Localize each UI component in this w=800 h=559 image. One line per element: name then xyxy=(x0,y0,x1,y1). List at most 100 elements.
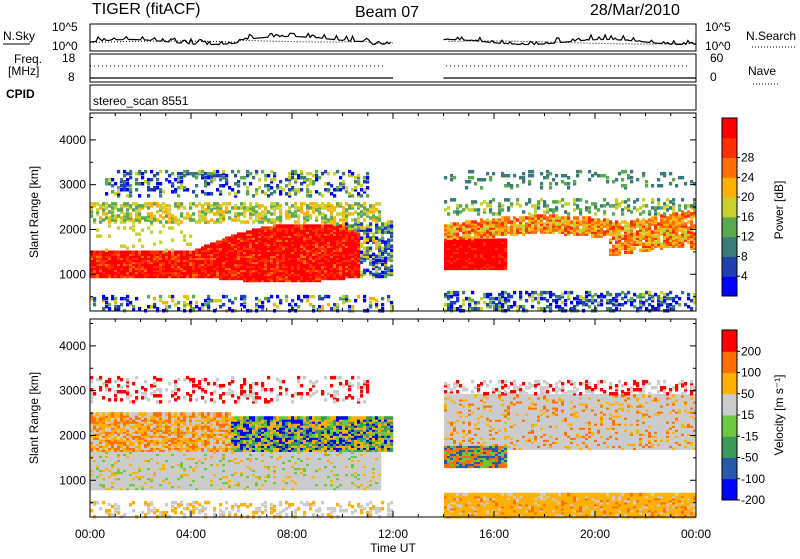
heatmap-cell xyxy=(489,297,492,301)
heatmap-cell xyxy=(516,218,519,222)
heatmap-cell xyxy=(102,202,105,206)
heatmap-cell xyxy=(540,172,543,176)
heatmap-cell xyxy=(216,174,219,178)
heatmap-cell xyxy=(471,236,474,240)
heatmap-cell xyxy=(255,210,258,214)
heatmap-cell xyxy=(627,251,630,255)
heatmap-cell xyxy=(339,297,342,301)
heatmap-cell xyxy=(627,222,630,226)
heatmap-cell xyxy=(129,212,132,216)
heatmap-cell xyxy=(318,224,321,228)
heatmap-cell xyxy=(294,188,297,192)
heatmap-cell xyxy=(117,226,120,230)
heatmap-cell xyxy=(219,178,222,182)
heatmap-cell xyxy=(165,170,168,174)
heatmap-cell xyxy=(549,214,552,218)
heatmap-cell xyxy=(495,230,498,234)
heatmap-cell xyxy=(381,246,384,250)
heatmap-cell xyxy=(600,299,603,303)
heatmap-cell xyxy=(513,301,516,305)
heatmap-cell xyxy=(531,299,534,303)
heatmap-cell xyxy=(222,202,225,206)
heatmap-cell xyxy=(219,190,222,194)
heatmap-cell xyxy=(309,190,312,194)
heatmap-cell xyxy=(624,244,627,248)
heatmap-cell xyxy=(660,206,663,210)
heatmap-cell xyxy=(234,218,237,222)
heatmap-cell xyxy=(579,198,582,202)
heatmap-cell xyxy=(621,184,624,188)
heatmap-cell xyxy=(150,188,153,192)
heatmap-cell xyxy=(672,226,675,230)
heatmap-cell xyxy=(495,238,498,242)
heatmap-cell xyxy=(351,305,354,309)
heatmap-cell xyxy=(327,172,330,176)
heatmap-cell xyxy=(657,226,660,230)
heatmap-cell xyxy=(591,174,594,178)
heatmap-cell xyxy=(555,214,558,218)
heatmap-cell xyxy=(546,174,549,178)
heatmap-cell xyxy=(387,273,390,277)
heatmap-cell xyxy=(390,259,393,263)
nave-tick-low: 0 xyxy=(710,70,717,84)
heatmap-cell xyxy=(171,249,174,253)
heatmap-cell xyxy=(309,303,312,307)
heatmap-cell xyxy=(240,206,243,210)
heatmap-cell xyxy=(330,184,333,188)
heatmap-cell xyxy=(246,220,249,224)
heatmap-cell xyxy=(546,226,549,230)
heatmap-cell xyxy=(684,182,687,186)
heatmap-cell xyxy=(141,172,144,176)
heatmap-cell xyxy=(246,174,249,178)
heatmap-cell xyxy=(195,301,198,305)
heatmap-cell xyxy=(657,303,660,307)
heatmap-cell xyxy=(303,202,306,206)
heatmap-cell xyxy=(624,228,627,232)
heatmap-cell xyxy=(522,228,525,232)
heatmap-cell xyxy=(546,291,549,295)
heatmap-cell xyxy=(267,210,270,214)
heatmap-cell xyxy=(264,212,267,216)
heatmap-cell xyxy=(348,305,351,309)
heatmap-cell xyxy=(504,198,507,202)
heatmap-cell xyxy=(180,251,183,255)
heatmap-cell xyxy=(570,301,573,305)
heatmap-cell xyxy=(690,307,693,311)
heatmap-cell xyxy=(579,170,582,174)
heatmap-cell xyxy=(99,216,102,220)
heatmap-cell xyxy=(375,299,378,303)
heatmap-cell xyxy=(267,297,270,301)
heatmap-cell xyxy=(366,224,369,228)
heatmap-cell xyxy=(264,174,267,178)
heatmap-cell xyxy=(258,305,261,309)
heatmap-cell xyxy=(309,178,312,182)
heatmap-cell xyxy=(186,251,189,255)
heatmap-cell xyxy=(111,178,114,182)
heatmap-cell xyxy=(378,273,381,277)
heatmap-cell xyxy=(582,297,585,301)
heatmap-cell xyxy=(372,232,375,236)
heatmap-cell xyxy=(183,234,186,238)
heatmap-cell xyxy=(549,307,552,311)
heatmap-cell xyxy=(126,182,129,186)
heatmap-cell xyxy=(363,226,366,230)
heatmap-cell xyxy=(360,271,363,275)
heatmap-cell xyxy=(297,174,300,178)
heatmap-cell xyxy=(360,210,363,214)
heatmap-cell xyxy=(177,251,180,255)
heatmap-cell xyxy=(681,220,684,224)
heatmap-cell xyxy=(501,291,504,295)
heatmap-cell xyxy=(102,396,105,400)
heatmap-cell xyxy=(660,214,663,218)
heatmap-cell xyxy=(618,222,621,226)
heatmap-cell xyxy=(210,204,213,208)
heatmap-cell xyxy=(321,216,324,220)
heatmap-cell xyxy=(222,210,225,214)
heatmap-cell xyxy=(672,202,675,206)
heatmap-cell xyxy=(390,244,393,248)
heatmap-cell xyxy=(111,214,114,218)
heatmap-cell xyxy=(171,220,174,224)
heatmap-cell xyxy=(489,208,492,212)
heatmap-cell xyxy=(132,224,135,228)
heatmap-cell xyxy=(546,170,549,174)
